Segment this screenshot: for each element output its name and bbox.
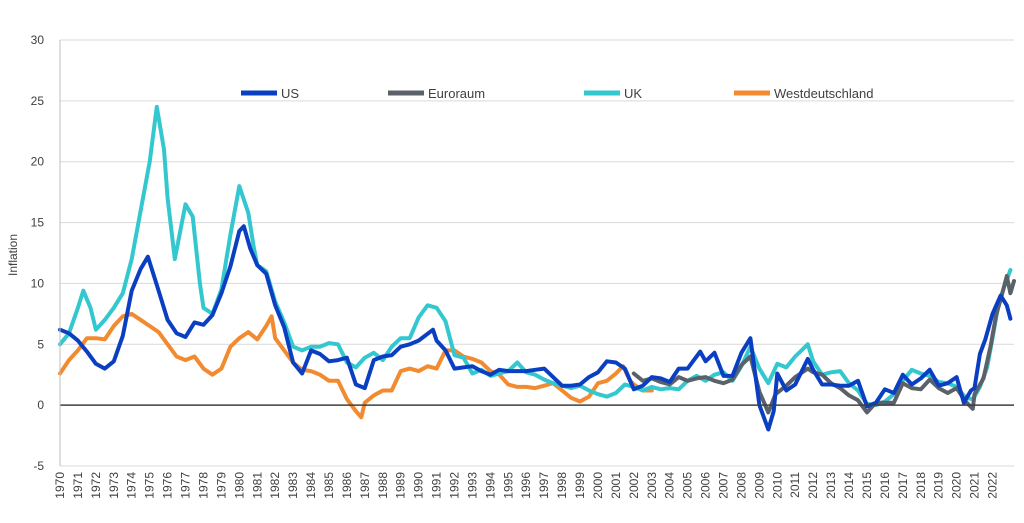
legend-label-euroraum: Euroraum [428, 86, 485, 101]
x-tick-label: 2014 [842, 472, 856, 499]
x-tick-label: 1984 [304, 472, 318, 499]
x-tick-label: 2011 [788, 472, 802, 498]
series-line-westdeutschland [58, 311, 654, 420]
legend-label-uk: UK [624, 86, 642, 101]
series-lines [58, 104, 1016, 432]
x-tick-label: 2018 [914, 472, 928, 499]
x-tick-label: 2009 [752, 472, 766, 499]
x-tick-label: 2002 [627, 472, 641, 499]
x-tick-label: 2007 [716, 472, 730, 499]
y-tick-label: 0 [37, 398, 44, 412]
x-tick-label: 2010 [770, 472, 784, 499]
x-tick-label: 1991 [430, 472, 444, 499]
x-tick-label: 2016 [878, 472, 892, 499]
x-tick-label: 2008 [734, 472, 748, 499]
legend: US Euroraum UK Westdeutschland [241, 86, 874, 101]
x-tick-label: 1970 [53, 472, 67, 499]
x-tick-label: 1975 [143, 472, 157, 499]
x-axis-ticks: 1970 1971 1972 1973 1974 1975 1976 1977 1978 1979… [53, 472, 999, 499]
x-tick-label: 1990 [412, 472, 426, 499]
x-tick-label: 1972 [89, 472, 103, 499]
y-tick-label: 15 [31, 216, 45, 230]
x-tick-label: 1993 [465, 472, 479, 499]
x-tick-label: 1994 [483, 472, 497, 499]
x-tick-label: 1996 [519, 472, 533, 499]
x-tick-label: 2001 [609, 472, 623, 499]
x-tick-label: 2017 [896, 472, 910, 499]
x-tick-label: 2022 [985, 472, 999, 499]
x-tick-label: 1986 [340, 472, 354, 499]
x-tick-label: 1992 [448, 472, 462, 499]
series-line-us [58, 224, 1013, 432]
y-axis-ticks: -5 0 5 10 15 20 25 30 [31, 33, 45, 473]
y-tick-label: 30 [31, 33, 45, 47]
x-tick-label: 2005 [681, 472, 695, 499]
y-tick-label: 5 [37, 337, 44, 351]
x-tick-label: 2019 [932, 472, 946, 499]
y-tick-label: -5 [33, 459, 44, 473]
series-line-euroraum [631, 274, 1016, 415]
x-tick-label: 1974 [125, 472, 139, 499]
x-tick-label: 1981 [250, 472, 264, 499]
x-tick-label: 1983 [286, 472, 300, 499]
x-tick-label: 2020 [950, 472, 964, 499]
series-line-uk [58, 104, 1013, 408]
x-tick-label: 1989 [394, 472, 408, 499]
legend-label-us: US [281, 86, 299, 101]
x-tick-label: 2015 [860, 472, 874, 499]
x-tick-label: 1977 [179, 472, 193, 499]
x-tick-label: 1979 [214, 472, 228, 499]
y-tick-label: 10 [31, 276, 45, 290]
x-tick-label: 1998 [555, 472, 569, 499]
y-tick-label: 20 [31, 155, 45, 169]
gridlines [60, 39, 1014, 467]
x-tick-label: 1982 [268, 472, 282, 499]
x-tick-label: 1973 [107, 472, 121, 499]
x-tick-label: 1999 [573, 472, 587, 499]
x-tick-label: 1976 [161, 472, 175, 499]
x-tick-label: 1978 [196, 472, 210, 499]
x-tick-label: 1995 [501, 472, 515, 499]
y-axis-label: Inflation [6, 234, 20, 276]
x-tick-label: 1988 [376, 472, 390, 499]
x-tick-label: 1971 [71, 472, 85, 499]
x-tick-label: 2012 [806, 472, 820, 499]
x-tick-label: 2003 [645, 472, 659, 499]
x-tick-label: 1985 [322, 472, 336, 499]
y-tick-label: 25 [31, 94, 45, 108]
x-tick-label: 2000 [591, 472, 605, 499]
x-tick-label: 2021 [968, 472, 982, 499]
x-tick-label: 1980 [232, 472, 246, 499]
x-tick-label: 1987 [358, 472, 372, 499]
legend-label-westdeutschland: Westdeutschland [774, 86, 874, 101]
x-tick-label: 2006 [699, 472, 713, 499]
x-tick-label: 2013 [824, 472, 838, 499]
x-tick-label: 2004 [663, 472, 677, 499]
x-tick-label: 1997 [537, 472, 551, 499]
